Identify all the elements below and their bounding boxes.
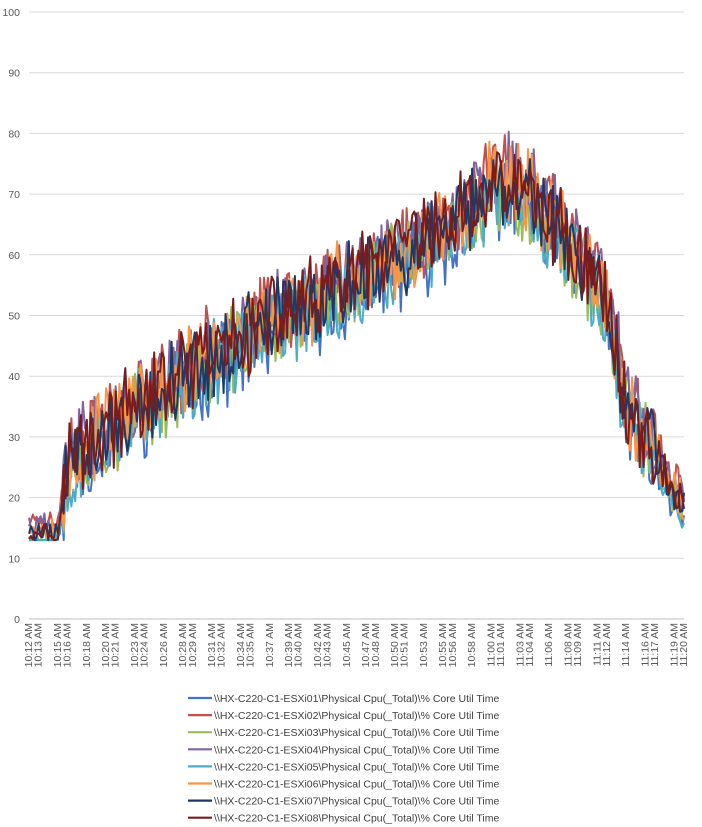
- legend-label-5: \\HX-C220-C1-ESXi05\Physical Cpu(_Total)…: [214, 761, 500, 773]
- x-tick-label: 11:09 AM: [572, 623, 584, 667]
- y-tick-label: 20: [8, 493, 20, 505]
- x-tick-label: 10:39 AM: [283, 623, 295, 667]
- y-tick-label: 50: [8, 311, 20, 323]
- x-tick-label: 11:03 AM: [514, 623, 526, 667]
- y-tick-label: 10: [8, 553, 20, 565]
- x-tick-label: 10:37 AM: [264, 623, 276, 667]
- y-tick-label: 0: [14, 614, 20, 626]
- y-tick-label: 100: [2, 7, 20, 19]
- x-tick-label: 11:16 AM: [639, 623, 651, 667]
- legend-label-8: \\HX-C220-C1-ESXi08\Physical Cpu(_Total)…: [214, 813, 500, 825]
- x-tick-label: 10:32 AM: [216, 623, 228, 667]
- x-tick-label: 10:28 AM: [177, 623, 189, 667]
- x-tick-label: 11:20 AM: [678, 623, 690, 667]
- x-tick-label: 11:12 AM: [601, 623, 613, 667]
- legend-label-6: \\HX-C220-C1-ESXi06\Physical Cpu(_Total)…: [214, 779, 500, 791]
- y-tick-label: 40: [8, 371, 20, 383]
- x-tick-label: 11:01 AM: [495, 623, 507, 667]
- x-tick-label: 10:50 AM: [389, 623, 401, 667]
- y-axis-ticks: 0 10 20 30 40 50 60 70 80 90 100: [2, 7, 20, 626]
- legend-label-2: \\HX-C220-C1-ESXi02\Physical Cpu(_Total)…: [214, 710, 500, 722]
- x-tick-label: 10:20 AM: [100, 623, 112, 667]
- x-tick-label: 10:13 AM: [33, 623, 45, 667]
- x-tick-label: 10:26 AM: [158, 623, 170, 667]
- x-tick-label: 10:42 AM: [312, 623, 324, 667]
- x-tick-label: 10:47 AM: [360, 623, 372, 667]
- x-tick-label: 11:11 AM: [591, 623, 603, 666]
- x-tick-label: 11:08 AM: [562, 623, 574, 667]
- x-tick-label: 10:58 AM: [466, 623, 478, 667]
- y-tick-label: 70: [8, 189, 20, 201]
- x-tick-label: 10:45 AM: [341, 623, 353, 667]
- x-tick-label: 10:55 AM: [437, 623, 449, 667]
- x-tick-label: 10:43 AM: [322, 623, 334, 667]
- x-tick-label: 10:48 AM: [370, 623, 382, 667]
- x-tick-label: 10:40 AM: [293, 623, 305, 667]
- gridlines: [29, 11, 684, 559]
- x-tick-label: 10:23 AM: [129, 623, 141, 667]
- x-tick-label: 10:53 AM: [418, 623, 430, 667]
- legend: \\HX-C220-C1-ESXi01\Physical Cpu(_Total)…: [188, 693, 500, 825]
- legend-label-7: \\HX-C220-C1-ESXi07\Physical Cpu(_Total)…: [214, 796, 500, 808]
- legend-label-1: \\HX-C220-C1-ESXi01\Physical Cpu(_Total)…: [214, 693, 500, 705]
- x-tick-label: 10:56 AM: [447, 623, 459, 667]
- x-tick-label: 10:31 AM: [206, 623, 218, 667]
- y-tick-label: 90: [8, 68, 20, 80]
- x-tick-label: 11:06 AM: [543, 623, 555, 667]
- x-tick-label: 11:17 AM: [649, 623, 661, 667]
- x-tick-label: 10:51 AM: [399, 623, 411, 667]
- y-tick-label: 30: [8, 432, 20, 444]
- x-tick-label: 10:24 AM: [139, 623, 151, 667]
- x-tick-label: 10:12 AM: [23, 623, 35, 667]
- x-tick-label: 11:19 AM: [668, 623, 680, 667]
- x-tick-label: 10:18 AM: [81, 623, 93, 667]
- x-tick-label: 11:04 AM: [524, 623, 536, 667]
- x-tick-label: 10:21 AM: [110, 623, 122, 667]
- y-tick-label: 60: [8, 250, 20, 262]
- series-line-8: [28, 151, 685, 542]
- x-tick-label: 10:34 AM: [235, 623, 247, 667]
- legend-label-3: \\HX-C220-C1-ESXi03\Physical Cpu(_Total)…: [214, 727, 500, 739]
- x-tick-label: 10:35 AM: [245, 623, 257, 667]
- series-lines: [28, 130, 685, 542]
- x-tick-label: 10:29 AM: [187, 623, 199, 667]
- x-tick-label: 11:14 AM: [620, 623, 632, 667]
- x-tick-label: 10:15 AM: [52, 623, 64, 667]
- x-tick-label: 11:00 AM: [485, 623, 497, 667]
- x-tick-label: 10:16 AM: [62, 623, 74, 667]
- y-tick-label: 80: [8, 128, 20, 140]
- legend-label-4: \\HX-C220-C1-ESXi04\Physical Cpu(_Total)…: [214, 744, 500, 756]
